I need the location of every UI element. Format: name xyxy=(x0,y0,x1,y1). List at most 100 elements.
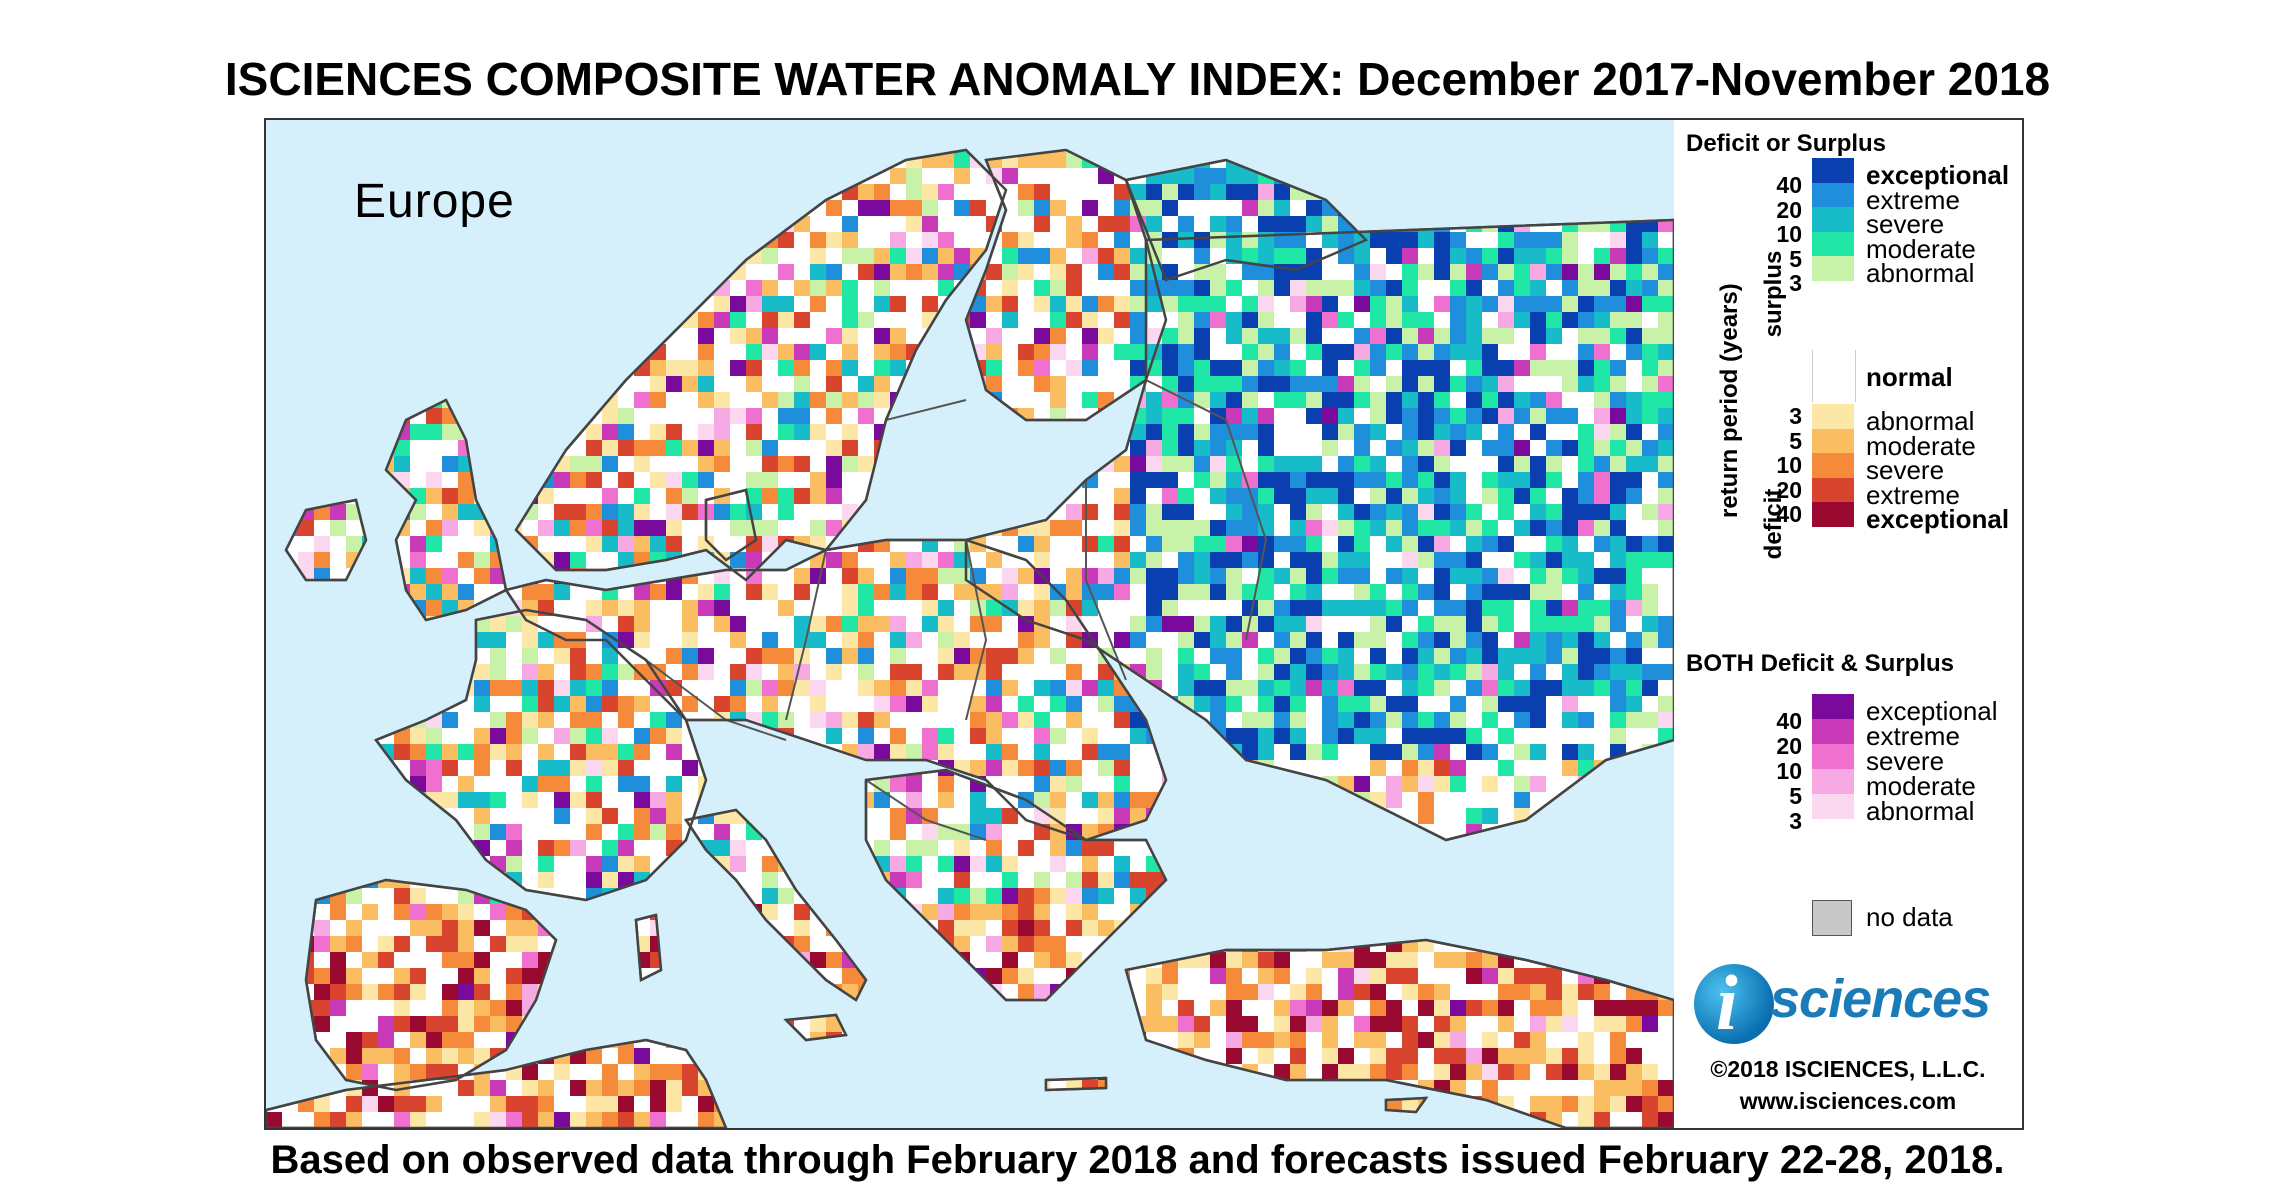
anomaly-cell xyxy=(1242,296,1258,312)
anomaly-cell xyxy=(1002,712,1018,728)
anomaly-cell xyxy=(554,296,570,312)
anomaly-cell xyxy=(1466,408,1482,424)
anomaly-cell xyxy=(1402,472,1418,488)
anomaly-cell xyxy=(346,600,362,616)
anomaly-cell xyxy=(1338,1112,1354,1128)
anomaly-cell xyxy=(890,872,906,888)
anomaly-cell xyxy=(1386,328,1402,344)
anomaly-cell xyxy=(1322,440,1338,456)
anomaly-cell xyxy=(1466,904,1482,920)
anomaly-cell xyxy=(266,952,282,968)
anomaly-cell xyxy=(1258,696,1274,712)
anomaly-cell xyxy=(1450,1000,1466,1016)
anomaly-cell xyxy=(1418,872,1434,888)
anomaly-cell xyxy=(1338,472,1354,488)
anomaly-cell xyxy=(1482,472,1498,488)
anomaly-cell xyxy=(1178,728,1194,744)
anomaly-cell xyxy=(682,968,698,984)
anomaly-cell xyxy=(874,1064,890,1080)
anomaly-cell xyxy=(1434,1032,1450,1048)
anomaly-cell xyxy=(1210,616,1226,632)
anomaly-cell xyxy=(1562,536,1578,552)
anomaly-cell xyxy=(634,808,650,824)
anomaly-cell xyxy=(954,888,970,904)
anomaly-cell xyxy=(1434,744,1450,760)
anomaly-cell xyxy=(586,792,602,808)
anomaly-cell xyxy=(474,1080,490,1096)
anomaly-cell xyxy=(1194,856,1210,872)
anomaly-cell xyxy=(1146,200,1162,216)
anomaly-cell xyxy=(586,760,602,776)
anomaly-cell xyxy=(874,376,890,392)
anomaly-cell xyxy=(842,280,858,296)
anomaly-cell xyxy=(1290,808,1306,824)
anomaly-cell xyxy=(1162,1064,1178,1080)
both-label-moderate: moderate xyxy=(1866,771,1976,801)
anomaly-cell xyxy=(1402,488,1418,504)
anomaly-cell xyxy=(570,552,586,568)
anomaly-cell xyxy=(1370,472,1386,488)
anomaly-cell xyxy=(730,744,746,760)
anomaly-cell xyxy=(826,712,842,728)
anomaly-cell xyxy=(874,616,890,632)
anomaly-cell xyxy=(298,200,314,216)
anomaly-cell xyxy=(826,328,842,344)
anomaly-cell xyxy=(1194,248,1210,264)
anomaly-cell xyxy=(874,296,890,312)
anomaly-cell xyxy=(1450,904,1466,920)
anomaly-cell xyxy=(1322,568,1338,584)
anomaly-cell xyxy=(282,344,298,360)
anomaly-cell xyxy=(1306,888,1322,904)
anomaly-cell xyxy=(298,424,314,440)
both-label-abnormal: abnormal xyxy=(1866,796,1975,826)
anomaly-cell xyxy=(1290,376,1306,392)
anomaly-cell xyxy=(1306,984,1322,1000)
anomaly-cell xyxy=(426,664,442,680)
anomaly-cell xyxy=(1050,776,1066,792)
both-label-severe: severe xyxy=(1866,746,1945,776)
anomaly-cell xyxy=(1658,440,1674,456)
anomaly-cell xyxy=(602,424,618,440)
anomaly-cell xyxy=(1002,1048,1018,1064)
anomaly-cell xyxy=(794,568,810,584)
anomaly-cell xyxy=(810,520,826,536)
anomaly-cell xyxy=(730,504,746,520)
anomaly-cell xyxy=(1082,536,1098,552)
anomaly-cell xyxy=(906,1000,922,1016)
anomaly-cell xyxy=(1370,200,1386,216)
anomaly-cell xyxy=(634,120,650,136)
anomaly-cell xyxy=(1498,312,1514,328)
anomaly-cell xyxy=(698,664,714,680)
anomaly-cell xyxy=(1082,200,1098,216)
both-tick: 5 xyxy=(1789,783,1802,809)
anomaly-cell xyxy=(570,664,586,680)
anomaly-cell xyxy=(378,328,394,344)
anomaly-cell xyxy=(1562,600,1578,616)
anomaly-cell xyxy=(474,552,490,568)
anomaly-cell xyxy=(1018,424,1034,440)
anomaly-cell xyxy=(1450,696,1466,712)
anomaly-cell xyxy=(1130,150,1146,152)
anomaly-cell xyxy=(1466,1112,1482,1128)
anomaly-cell xyxy=(922,1112,938,1128)
anomaly-cell xyxy=(554,792,570,808)
anomaly-cell xyxy=(1290,728,1306,744)
anomaly-cell xyxy=(1498,472,1514,488)
anomaly-cell xyxy=(1290,216,1306,232)
anomaly-cell xyxy=(410,344,426,360)
anomaly-cell xyxy=(778,744,794,760)
anomaly-cell xyxy=(1658,344,1674,360)
anomaly-cell xyxy=(890,936,906,952)
anomaly-cell xyxy=(1514,632,1530,648)
anomaly-cell xyxy=(1194,664,1210,680)
anomaly-cell xyxy=(1418,920,1434,936)
anomaly-cell xyxy=(874,888,890,904)
anomaly-cell xyxy=(1034,936,1050,952)
anomaly-cell xyxy=(586,696,602,712)
anomaly-cell xyxy=(810,824,826,840)
anomaly-cell xyxy=(1066,712,1082,728)
anomaly-cell xyxy=(1338,952,1354,968)
anomaly-cell xyxy=(1466,152,1482,168)
anomaly-cell xyxy=(1162,792,1178,808)
anomaly-cell xyxy=(826,280,842,296)
